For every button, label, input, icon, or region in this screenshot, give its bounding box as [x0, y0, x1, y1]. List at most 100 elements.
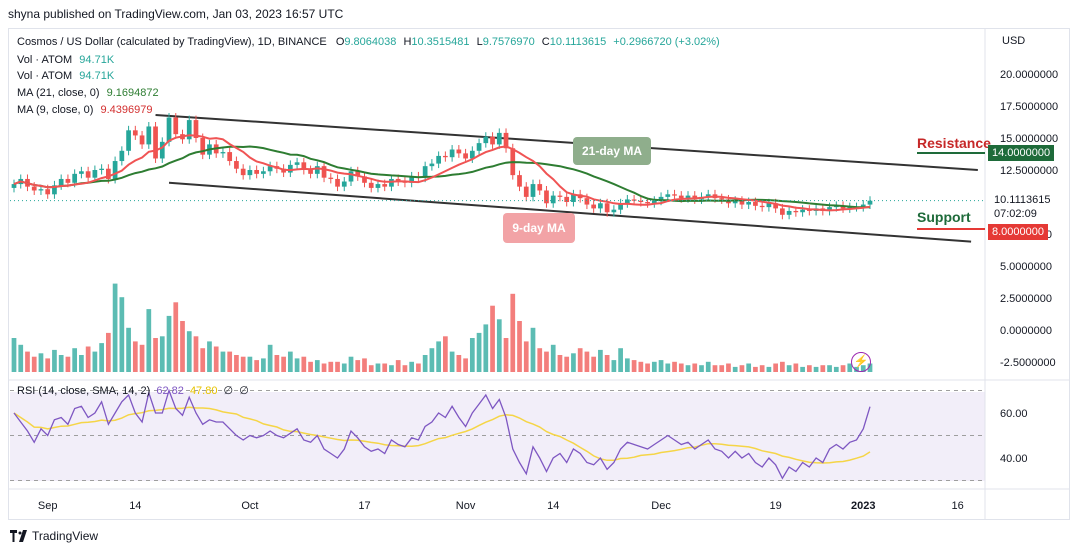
price-tick-label: -2.5000000 [1000, 357, 1056, 369]
price-tick-label: 5.0000000 [1000, 261, 1052, 273]
volume-bar [604, 355, 610, 372]
volume-bar [598, 349, 603, 372]
candle-body [247, 170, 253, 176]
volume-bar [847, 363, 853, 372]
volume-bar [375, 363, 381, 372]
candle-body [31, 186, 37, 191]
volume-bar [335, 361, 340, 372]
legend-row-vol2: Vol · ATOM 94.71K [17, 70, 114, 82]
candle-body [806, 209, 812, 211]
volume-bar [193, 336, 199, 372]
legend-ma21-label: MA (21, close, 0) [17, 87, 100, 99]
candle-body [449, 149, 455, 158]
volume-bar [678, 363, 684, 372]
volume-bar [348, 356, 354, 372]
price-tick-label: 2.5000000 [1000, 293, 1052, 305]
volume-bar [389, 365, 394, 372]
volume-bar [328, 361, 334, 372]
volume-bar [11, 338, 17, 372]
volume-bar [106, 332, 111, 372]
candle-body [591, 204, 597, 209]
candle-body [456, 149, 462, 154]
volume-bar [449, 351, 455, 372]
volume-bar [402, 365, 408, 372]
candle-body [45, 189, 51, 195]
candle-body [786, 210, 792, 215]
candle-body [85, 171, 91, 178]
volume-bar [247, 356, 253, 372]
time-tick-label: 16 [951, 500, 963, 512]
volume-bar [31, 356, 37, 372]
legend-row-vol1: Vol · ATOM 94.71K [17, 54, 114, 66]
volume-bar [631, 360, 637, 372]
volume-bar [341, 363, 347, 372]
price-tick-label: 20.0000000 [1000, 69, 1058, 81]
volume-bar [739, 365, 745, 372]
candle-body [651, 200, 657, 204]
legend-ma9: 9.4396979 [100, 104, 153, 116]
legend-row-ma21: MA (21, close, 0) 9.1694872 [17, 87, 159, 99]
volume-bar [537, 348, 543, 372]
candle-body [92, 170, 98, 178]
volume-bar [517, 321, 522, 372]
candle-body [604, 203, 610, 213]
volume-bar [523, 341, 529, 372]
candle-body [847, 207, 853, 209]
volume-bar [416, 363, 421, 372]
volume-bar [281, 356, 286, 372]
candle-body [153, 126, 158, 159]
time-tick-label: Oct [241, 500, 258, 512]
candle-body [483, 136, 489, 144]
volume-bar [180, 321, 185, 372]
candle-body [119, 150, 125, 162]
volume-bar [25, 351, 30, 372]
lightning-icon[interactable]: ⚡ [851, 352, 871, 372]
candle-body [79, 171, 84, 174]
candle-body [308, 170, 313, 174]
volume-bar [429, 348, 435, 372]
ma9-annotation: 9-day MA [503, 213, 575, 243]
volume-bar [132, 341, 138, 372]
candle-body [362, 176, 367, 183]
volume-bar [112, 283, 118, 372]
footer: TradingView [10, 529, 98, 543]
candle-body [65, 178, 71, 183]
candle-body [523, 186, 529, 197]
legend-close-label: C [541, 36, 550, 48]
candle-body [517, 175, 522, 187]
candle-body [38, 189, 44, 191]
legend-rsi-label: RSI (14, close, SMA, 14, 2) [17, 385, 151, 397]
legend-row-symbol: Cosmos / US Dollar (calculated by Tradin… [17, 36, 720, 48]
candle-body [328, 177, 334, 179]
candle-body [503, 132, 509, 149]
volume-bar [577, 348, 583, 372]
candle-body [126, 130, 131, 151]
candle-body [220, 152, 226, 154]
candle-body [476, 143, 482, 151]
volume-bar [254, 360, 260, 372]
volume-bar [833, 366, 839, 372]
volume-bar [72, 348, 78, 372]
candle-body [732, 200, 738, 204]
volume-bar [726, 363, 731, 372]
candle-body [375, 184, 381, 188]
volume-bar [18, 344, 24, 372]
volume-bar [638, 361, 644, 372]
volume-bar [220, 351, 226, 372]
volume-bar [759, 365, 765, 372]
resistance-price-tag: 14.0000000 [988, 145, 1055, 161]
time-tick-label: 14 [547, 500, 559, 512]
candle-body [240, 168, 246, 176]
volume-bar [544, 351, 549, 372]
candle-body [557, 195, 563, 197]
candle-body [860, 204, 866, 208]
candle-body [665, 194, 671, 197]
candle-body [294, 162, 300, 165]
volume-bar [746, 363, 752, 372]
volume-bar [436, 341, 441, 372]
price-tick-label: 0.0000000 [1000, 325, 1052, 337]
candle-body [254, 170, 260, 174]
rsi-line [13, 388, 871, 480]
legend-vol1-label: Vol · ATOM [17, 54, 73, 66]
